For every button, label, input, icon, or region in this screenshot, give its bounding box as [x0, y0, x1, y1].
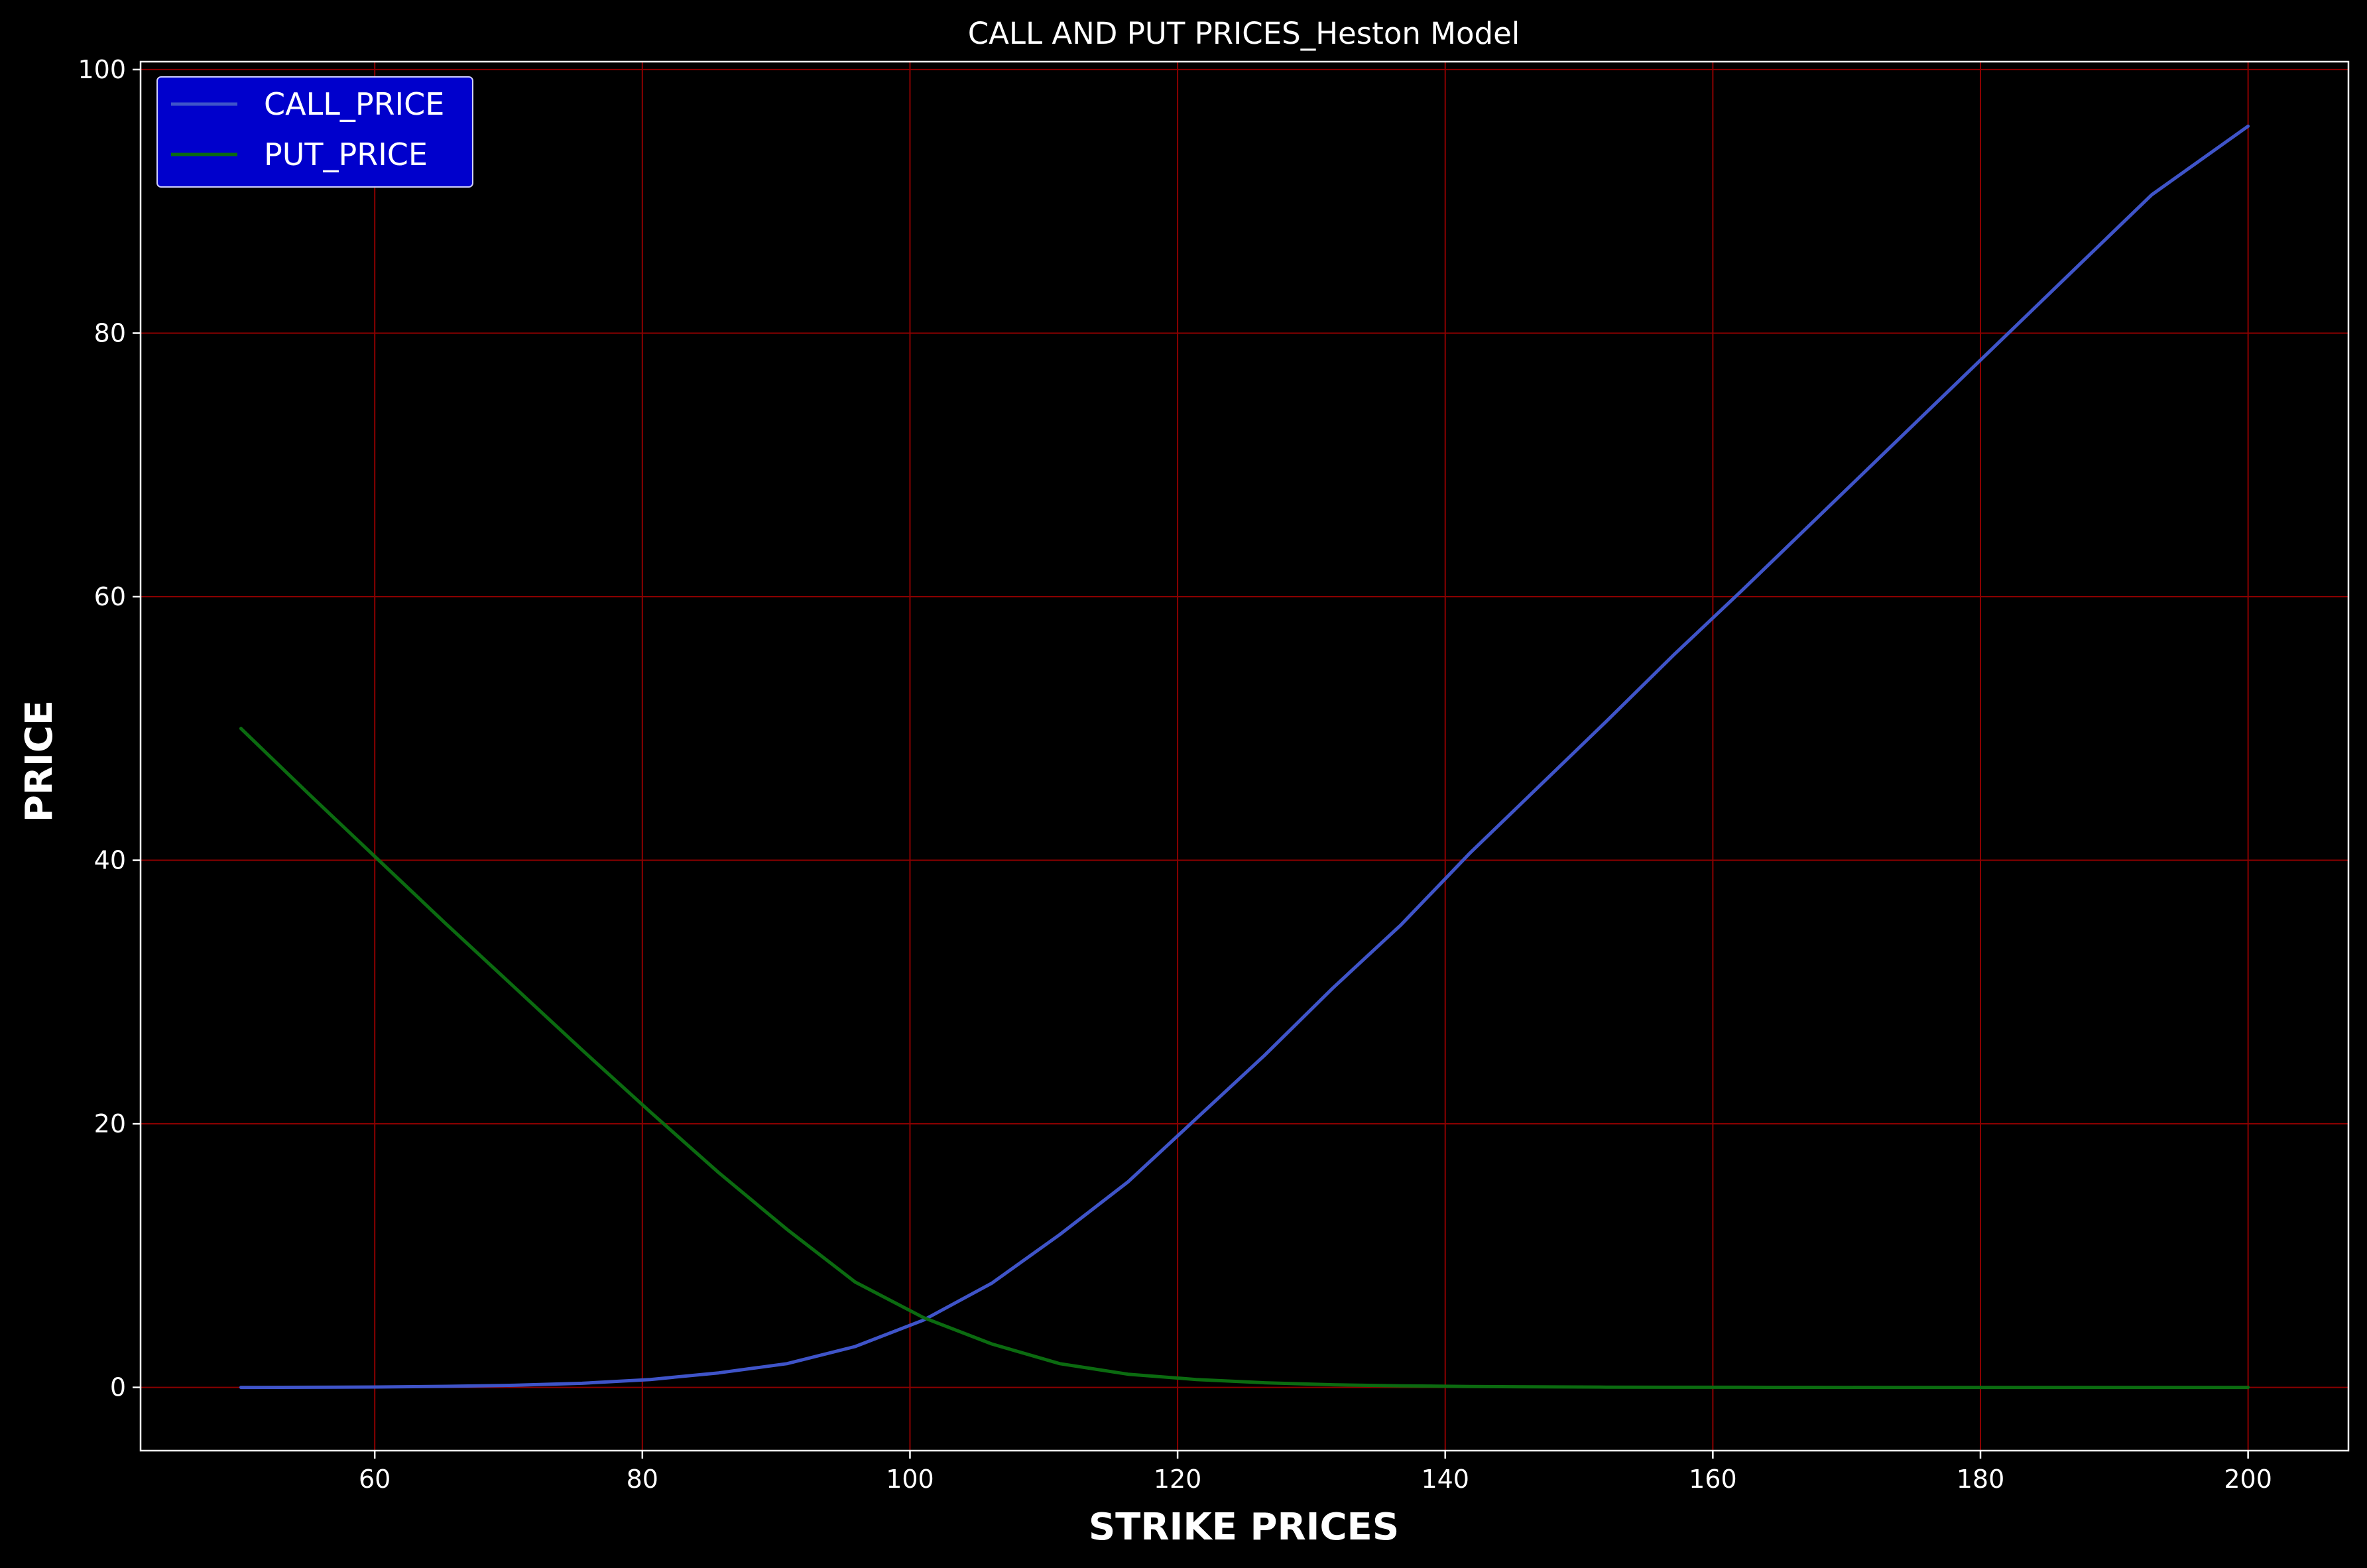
legend-label-put: PUT_PRICE — [264, 137, 428, 172]
series-line-put-price — [239, 727, 2250, 1390]
series-line-call-price — [239, 124, 2250, 1390]
y-tick-label: 40 — [94, 846, 126, 875]
legend: CALL_PRICE PUT_PRICE — [156, 76, 473, 188]
y-tick-label: 100 — [78, 55, 126, 84]
y-axis-label: PRICE — [18, 700, 61, 822]
x-tick-label: 200 — [2224, 1465, 2272, 1494]
y-tick-label: 80 — [94, 318, 126, 347]
x-axis-ticks: 60 80 100 120 140 160 180 200 — [359, 1451, 2272, 1494]
y-tick-label: 0 — [110, 1373, 126, 1402]
y-tick-label: 20 — [94, 1109, 126, 1138]
legend-label-call: CALL_PRICE — [264, 86, 444, 122]
x-axis-label: STRIKE PRICES — [1089, 1506, 1399, 1549]
x-tick-label: 160 — [1689, 1465, 1737, 1494]
x-tick-label: 60 — [359, 1465, 391, 1494]
chart-title: CALL AND PUT PRICES_Heston Model — [968, 16, 1520, 51]
y-tick-label: 60 — [94, 582, 126, 611]
x-tick-label: 80 — [627, 1465, 658, 1494]
x-tick-label: 100 — [886, 1465, 934, 1494]
plot-frame — [139, 60, 2350, 1452]
series-lines — [239, 124, 2250, 1390]
y-axis-ticks: 0 20 40 60 80 100 — [78, 55, 141, 1402]
x-tick-label: 180 — [1957, 1465, 2005, 1494]
x-tick-label: 120 — [1154, 1465, 1202, 1494]
x-tick-label: 140 — [1421, 1465, 1469, 1494]
grid — [141, 62, 2348, 1451]
